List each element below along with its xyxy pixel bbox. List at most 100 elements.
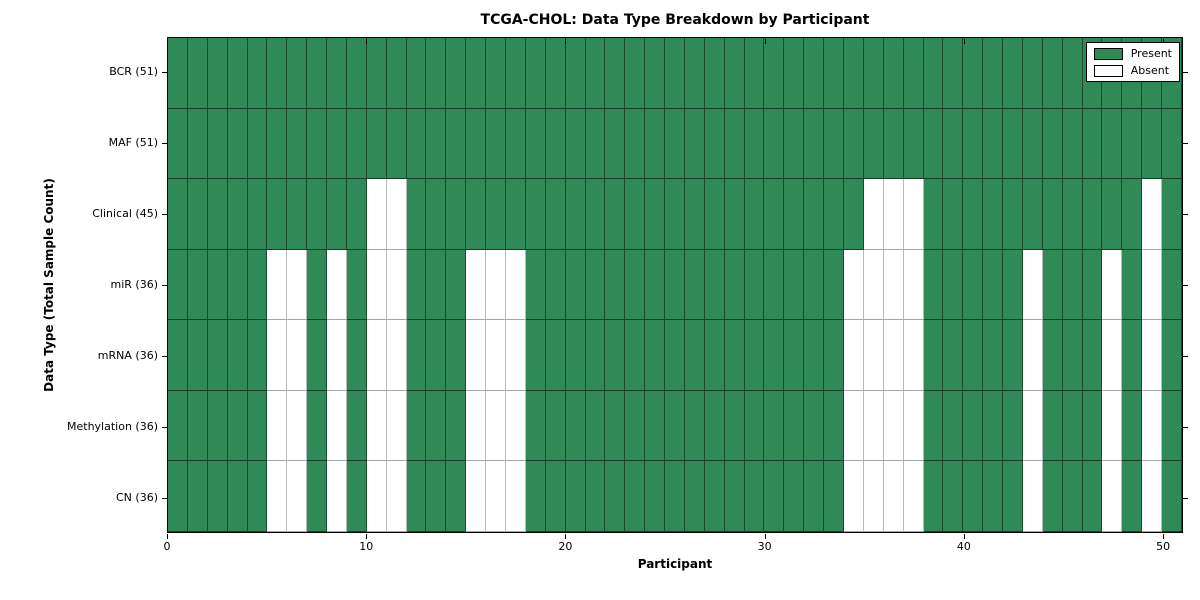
matrix-cell <box>903 38 924 109</box>
matrix-cell <box>665 249 685 321</box>
matrix-cell <box>1022 249 1043 321</box>
matrix-cell <box>426 390 447 462</box>
matrix-cell <box>724 38 745 109</box>
matrix-cell <box>903 320 924 391</box>
matrix-cell <box>863 179 884 250</box>
matrix-cell <box>903 179 924 250</box>
matrix-cell <box>684 179 705 250</box>
matrix-cell <box>327 249 347 321</box>
matrix-cell <box>366 390 387 462</box>
matrix-cell <box>1062 249 1083 321</box>
matrix-cell <box>327 179 347 250</box>
matrix-cell <box>1102 461 1123 532</box>
matrix-cell <box>804 108 825 180</box>
matrix-cell <box>466 179 487 250</box>
matrix-cell <box>983 320 1004 391</box>
matrix-cell <box>346 390 367 462</box>
matrix-cell <box>227 320 248 391</box>
matrix-cell <box>883 390 904 462</box>
matrix-cell <box>585 38 606 109</box>
matrix-cell <box>1102 249 1123 321</box>
matrix-cell <box>883 320 904 391</box>
matrix-cell <box>207 38 228 109</box>
legend-entry-absent: Absent <box>1093 64 1172 77</box>
matrix-cell <box>227 179 248 250</box>
matrix-cell <box>247 390 268 462</box>
present-swatch <box>1093 47 1123 60</box>
matrix-cell <box>486 461 506 532</box>
matrix-cell <box>366 38 387 109</box>
matrix-cell <box>307 461 328 532</box>
matrix-cell <box>466 38 487 109</box>
legend-label-absent: Absent <box>1130 64 1170 77</box>
matrix-cell <box>1102 179 1123 250</box>
matrix-cell <box>247 461 268 532</box>
matrix-cell <box>505 108 526 180</box>
matrix-cell <box>386 320 407 391</box>
matrix-cell <box>883 461 904 532</box>
matrix-cell <box>645 249 666 321</box>
matrix-cell <box>585 249 606 321</box>
matrix-cell <box>1082 390 1103 462</box>
matrix-cell <box>366 179 387 250</box>
matrix-cell <box>923 390 944 462</box>
matrix-cell <box>1042 249 1063 321</box>
matrix-cell <box>525 390 546 462</box>
matrix-cell <box>366 108 387 180</box>
matrix-cell <box>287 249 308 321</box>
matrix-cell <box>843 108 864 180</box>
matrix-cell <box>784 38 805 109</box>
matrix-cell <box>307 108 328 180</box>
matrix-cell <box>804 390 825 462</box>
matrix-cell <box>963 249 984 321</box>
matrix-cell <box>386 249 407 321</box>
matrix-cell <box>267 390 288 462</box>
matrix-cell <box>824 249 844 321</box>
matrix-cell <box>605 320 626 391</box>
matrix-cell <box>466 108 487 180</box>
matrix-cell <box>168 320 188 391</box>
matrix-cell <box>406 179 427 250</box>
matrix-cell <box>207 390 228 462</box>
matrix-cell <box>744 390 765 462</box>
matrix-cell <box>704 179 725 250</box>
matrix-cell <box>545 320 566 391</box>
matrix-cell <box>983 108 1004 180</box>
matrix-cell <box>505 390 526 462</box>
matrix-cell <box>346 461 367 532</box>
y-tick-mark <box>162 285 167 286</box>
matrix-cell <box>565 390 586 462</box>
matrix-cell <box>426 38 447 109</box>
heatmap-grid <box>168 38 1182 532</box>
matrix-cell <box>505 179 526 250</box>
matrix-cell <box>247 320 268 391</box>
y-tick-mark <box>1183 497 1188 499</box>
matrix-cell <box>1122 320 1143 391</box>
x-tick-mark <box>366 38 368 44</box>
legend: Present Absent <box>1085 42 1180 82</box>
matrix-cell <box>1142 461 1163 532</box>
matrix-cell <box>187 461 208 532</box>
matrix-cell <box>983 461 1004 532</box>
matrix-cell <box>764 390 785 462</box>
matrix-cell <box>565 38 586 109</box>
matrix-cell <box>784 390 805 462</box>
matrix-cell <box>983 179 1004 250</box>
matrix-cell <box>784 179 805 250</box>
matrix-cell <box>665 38 685 109</box>
matrix-cell <box>267 320 288 391</box>
x-tick-label: 50 <box>1156 540 1171 553</box>
matrix-cell <box>585 108 606 180</box>
matrix-cell <box>724 390 745 462</box>
matrix-cell <box>1062 179 1083 250</box>
matrix-cell <box>684 390 705 462</box>
matrix-cell <box>227 390 248 462</box>
matrix-cell <box>784 249 805 321</box>
matrix-cell <box>943 179 964 250</box>
matrix-cell <box>923 38 944 109</box>
matrix-cell <box>227 461 248 532</box>
matrix-cell <box>486 249 506 321</box>
matrix-cell <box>1022 461 1043 532</box>
matrix-cell <box>466 390 487 462</box>
matrix-cell <box>843 461 864 532</box>
